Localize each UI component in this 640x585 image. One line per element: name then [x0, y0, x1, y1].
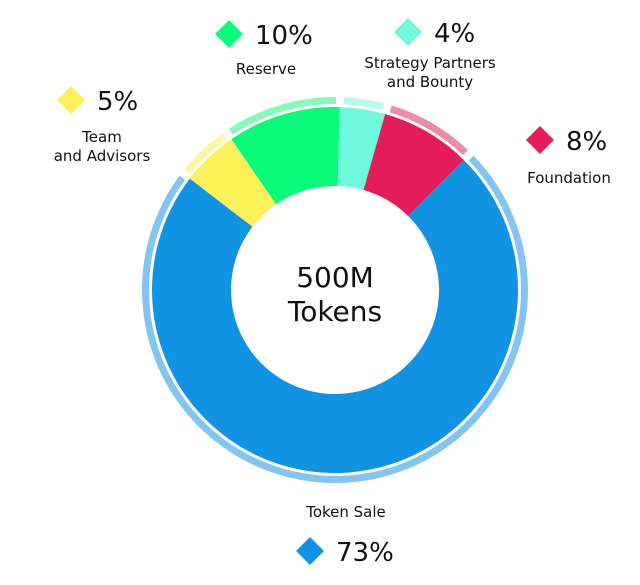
slice-strategy-partners-and-bounty[interactable] [337, 107, 386, 190]
slice-percentage-label: 10% [255, 21, 313, 51]
slice-ring-team-and-advisors [184, 133, 227, 174]
slice-reserve[interactable] [231, 106, 340, 205]
slice-category-label: and Advisors [54, 147, 151, 165]
slice-category-label: Token Sale [305, 503, 386, 521]
slice-percentage-label: 8% [566, 127, 607, 157]
slice-percentage-label: 73% [336, 538, 394, 568]
slice-percentage-label: 4% [434, 19, 475, 49]
diamond-marker-icon [394, 18, 422, 46]
slice-category-label: Strategy Partners [364, 54, 496, 72]
slice-percentage-label: 5% [97, 87, 138, 117]
slice-foundation[interactable] [363, 114, 464, 217]
diamond-marker-icon [526, 126, 554, 154]
slice-ring-foundation [389, 105, 468, 156]
slice-token-sale[interactable] [151, 159, 518, 474]
slice-category-label: Team [81, 128, 122, 146]
donut-slices [142, 97, 528, 483]
slice-category-label: and Bounty [387, 73, 473, 91]
diamond-marker-icon [296, 537, 324, 565]
center-label-line: Tokens [287, 295, 382, 328]
center-label-line: 500M [296, 261, 374, 294]
legend-item-foundation: 8% Foundation [526, 126, 611, 187]
legend-item-reserve: 10% Reserve [215, 20, 313, 78]
diamond-marker-icon [215, 20, 243, 48]
slice-ring-strategy-partners-and-bounty [343, 97, 384, 111]
slice-team-and-advisors[interactable] [189, 139, 277, 227]
legend-item-token-sale: 73% Token Sale [296, 503, 394, 568]
slice-category-label: Foundation [527, 169, 611, 187]
slice-ring-reserve [229, 97, 337, 135]
slice-category-label: Reserve [236, 60, 296, 78]
diamond-marker-icon [57, 86, 85, 114]
